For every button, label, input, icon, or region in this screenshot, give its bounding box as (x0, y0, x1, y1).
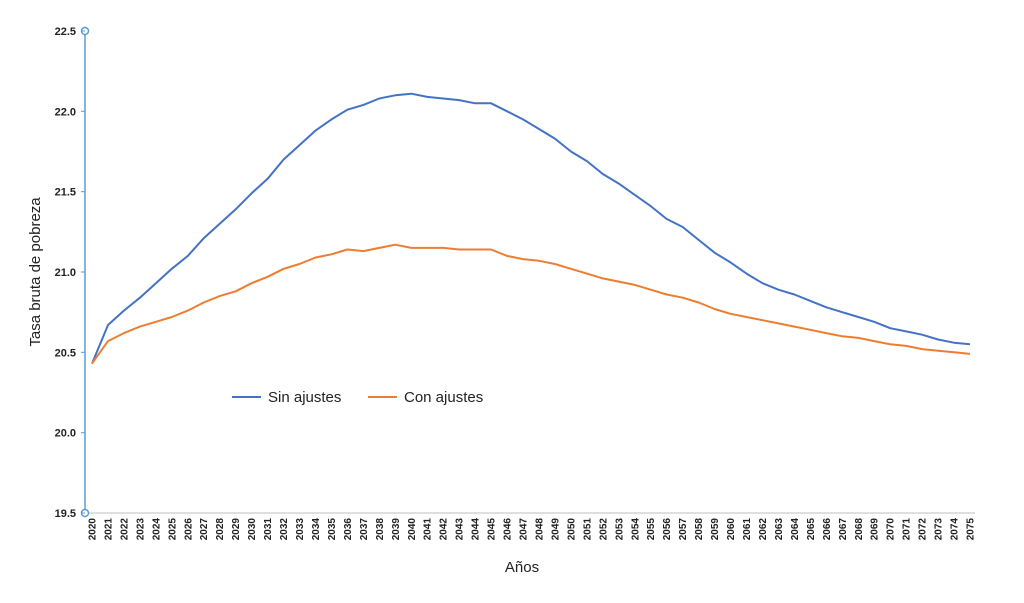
x-tick-label: 2055 (646, 518, 657, 541)
x-tick-label: 2060 (726, 518, 737, 541)
x-tick-label: 2061 (742, 518, 753, 541)
x-tick-label: 2034 (311, 518, 322, 541)
x-tick-label: 2045 (487, 518, 498, 541)
x-tick-label: 2048 (534, 518, 545, 541)
series-line-sin-ajustes (91, 92, 971, 364)
x-tick-label: 2036 (343, 518, 354, 541)
y-tick-label: 20.5 (55, 347, 76, 359)
x-tick-label: 2031 (263, 518, 274, 541)
y-tick-label: 20.0 (55, 428, 76, 440)
x-tick-label: 2052 (598, 518, 609, 541)
x-tick-label: 2057 (678, 518, 689, 541)
x-tick-label: 2051 (582, 518, 593, 541)
y-tick-label: 19.5 (55, 508, 76, 520)
x-tick-label: 2035 (327, 518, 338, 541)
x-tick-label: 2038 (375, 518, 386, 541)
x-tick-label: 2044 (471, 518, 482, 541)
x-tick-label: 2063 (774, 518, 785, 541)
x-axis-title: Años (505, 559, 539, 576)
x-tick-label: 2050 (566, 518, 577, 541)
y-axis-title: Tasa bruta de pobreza (27, 197, 44, 347)
x-tick-label: 2026 (183, 518, 194, 541)
x-tick-label: 2041 (423, 518, 434, 541)
y-tick-label: 22.0 (55, 106, 76, 118)
x-tick-label: 2039 (391, 518, 402, 541)
x-tick-label: 2040 (407, 518, 418, 541)
x-tick-label: 2075 (966, 518, 977, 541)
x-tick-label: 2058 (694, 518, 705, 541)
x-tick-label: 2073 (934, 518, 945, 541)
y-tick-label: 21.5 (55, 187, 76, 199)
x-tick-labels: 2020 2021 2022 2023 2024 2025 2026 2027 2028 2029… (88, 518, 977, 541)
x-tick-label: 2059 (710, 518, 721, 541)
x-tick-label: 2053 (614, 518, 625, 541)
legend: Sin ajustes Con ajustes (232, 389, 483, 406)
x-tick-label: 2046 (503, 518, 514, 541)
x-tick-label: 2027 (199, 518, 210, 541)
x-tick-label: 2020 (88, 518, 99, 541)
x-tick-label: 2037 (359, 518, 370, 541)
legend-label-sin-ajustes: Sin ajustes (268, 389, 341, 406)
x-tick-label: 2043 (455, 518, 466, 541)
x-tick-label: 2028 (215, 518, 226, 541)
x-tick-label: 2047 (519, 518, 530, 541)
x-tick-label: 2062 (758, 518, 769, 541)
x-tick-label: 2049 (550, 518, 561, 541)
x-tick-label: 2074 (950, 518, 961, 541)
x-tick-label: 2021 (103, 518, 114, 541)
x-tick-label: 2067 (838, 518, 849, 541)
y-tick-label: 22.5 (55, 26, 76, 38)
x-tick-label: 2066 (822, 518, 833, 541)
y-tick-label: 21.0 (55, 267, 76, 279)
x-tick-label: 2069 (870, 518, 881, 541)
x-tick-label: 2054 (630, 518, 641, 541)
x-tick-label: 2072 (918, 518, 929, 541)
x-tick-label: 2023 (135, 518, 146, 541)
x-tick-label: 2033 (295, 518, 306, 541)
series-line-con-ajustes (91, 243, 971, 365)
x-tick-label: 2068 (854, 518, 865, 541)
legend-label-con-ajustes: Con ajustes (404, 389, 483, 406)
x-tick-label: 2065 (806, 518, 817, 541)
x-tick-label: 2042 (439, 518, 450, 541)
x-tick-label: 2070 (886, 518, 897, 541)
x-tick-label: 2056 (662, 518, 673, 541)
x-tick-label: 2029 (231, 518, 242, 541)
x-tick-label: 2022 (119, 518, 130, 541)
y-tick-labels: 19.5 20.0 20.5 21.0 21.5 22.0 22.5 (55, 26, 85, 520)
x-tick-label: 2064 (790, 518, 801, 541)
x-tick-label: 2032 (279, 518, 290, 541)
x-tick-label: 2024 (151, 518, 162, 541)
x-tick-label: 2071 (902, 518, 913, 541)
x-tick-label: 2030 (247, 518, 258, 541)
x-tick-label: 2025 (167, 518, 178, 541)
series-lines (91, 92, 971, 365)
